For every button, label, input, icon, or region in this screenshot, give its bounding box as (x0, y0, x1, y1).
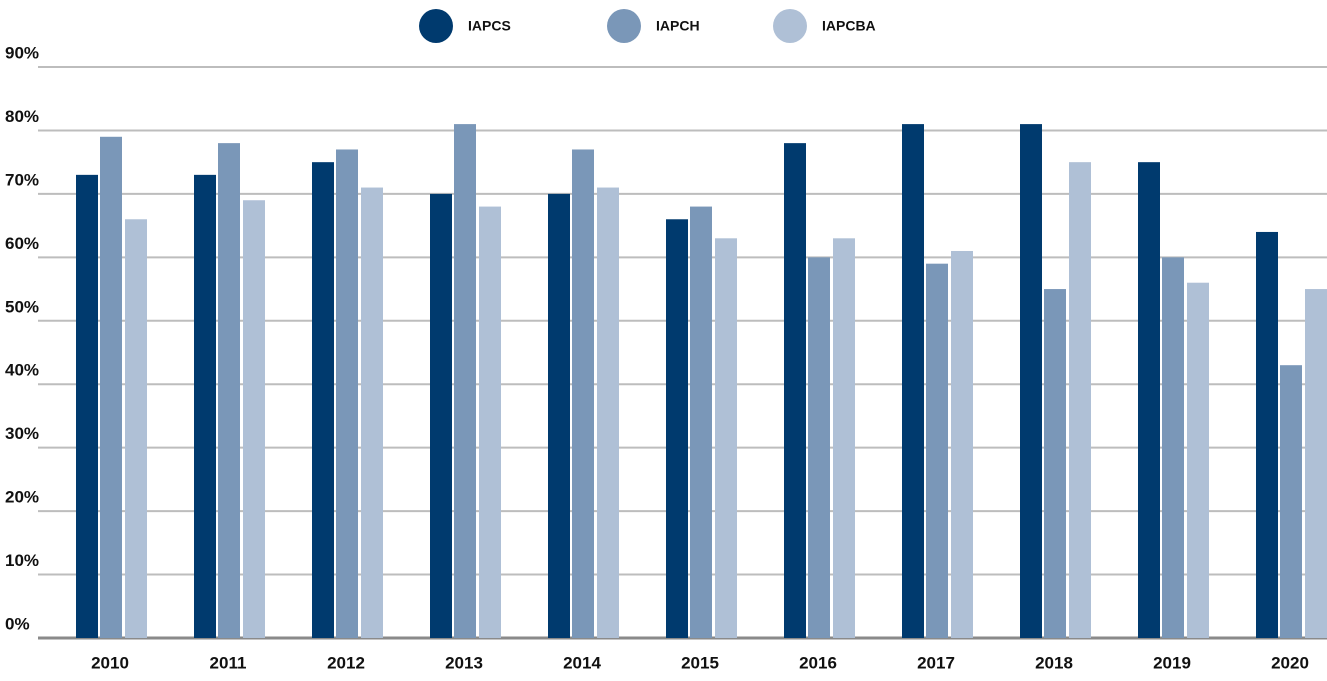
bar (572, 149, 594, 638)
bar (1256, 231, 1278, 638)
y-tick-label: 10% (5, 551, 39, 570)
bar (548, 193, 570, 638)
x-tick-label: 2014 (563, 653, 601, 672)
bar (1162, 257, 1184, 638)
bar (1069, 162, 1091, 638)
legend-label: IAPCBA (822, 18, 876, 34)
y-tick-label: 60% (5, 234, 39, 253)
bar (690, 206, 712, 639)
bar (194, 174, 216, 638)
x-tick-label: 2010 (91, 653, 129, 672)
bar (597, 187, 619, 639)
x-tick-label: 2018 (1035, 653, 1073, 672)
x-tick-label: 2019 (1153, 653, 1191, 672)
bar (1044, 289, 1066, 638)
x-tick-label: 2015 (681, 653, 719, 672)
bar (1020, 124, 1042, 639)
bar (361, 187, 383, 639)
legend-swatch (773, 9, 807, 43)
bar (902, 124, 924, 639)
y-tick-label: 70% (5, 170, 39, 189)
legend-label: IAPCS (468, 18, 511, 34)
bar (76, 174, 98, 638)
bar (430, 193, 452, 638)
y-tick-label: 40% (5, 361, 39, 380)
bar (336, 149, 358, 638)
y-tick-label: 20% (5, 488, 39, 507)
legend-label: IAPCH (656, 18, 700, 34)
bar (312, 162, 334, 638)
x-tick-label: 2013 (445, 653, 483, 672)
bar (100, 136, 122, 639)
y-tick-label: 90% (5, 43, 39, 62)
legend-swatch (419, 9, 453, 43)
bar (454, 124, 476, 639)
bar (1187, 282, 1209, 638)
bar (951, 250, 973, 638)
legend-swatch (607, 9, 641, 43)
y-tick-label: 30% (5, 424, 39, 443)
x-tick-label: 2011 (210, 653, 247, 672)
bar (666, 219, 688, 638)
x-tick-label: 2016 (799, 653, 837, 672)
bar (125, 219, 147, 638)
bar (479, 206, 501, 639)
bar (1305, 289, 1327, 638)
bar (1138, 162, 1160, 638)
bar (833, 238, 855, 639)
x-tick-label: 2020 (1271, 653, 1309, 672)
y-tick-label: 50% (5, 297, 39, 316)
bar (243, 200, 265, 638)
bar (1280, 365, 1302, 638)
bar (218, 143, 240, 638)
x-tick-label: 2017 (917, 653, 955, 672)
bar (926, 263, 948, 638)
bar (784, 143, 806, 638)
y-tick-label: 80% (5, 107, 39, 126)
x-tick-label: 2012 (327, 653, 365, 672)
bar (808, 257, 830, 638)
bar (715, 238, 737, 639)
y-tick-label: 0% (5, 614, 30, 633)
